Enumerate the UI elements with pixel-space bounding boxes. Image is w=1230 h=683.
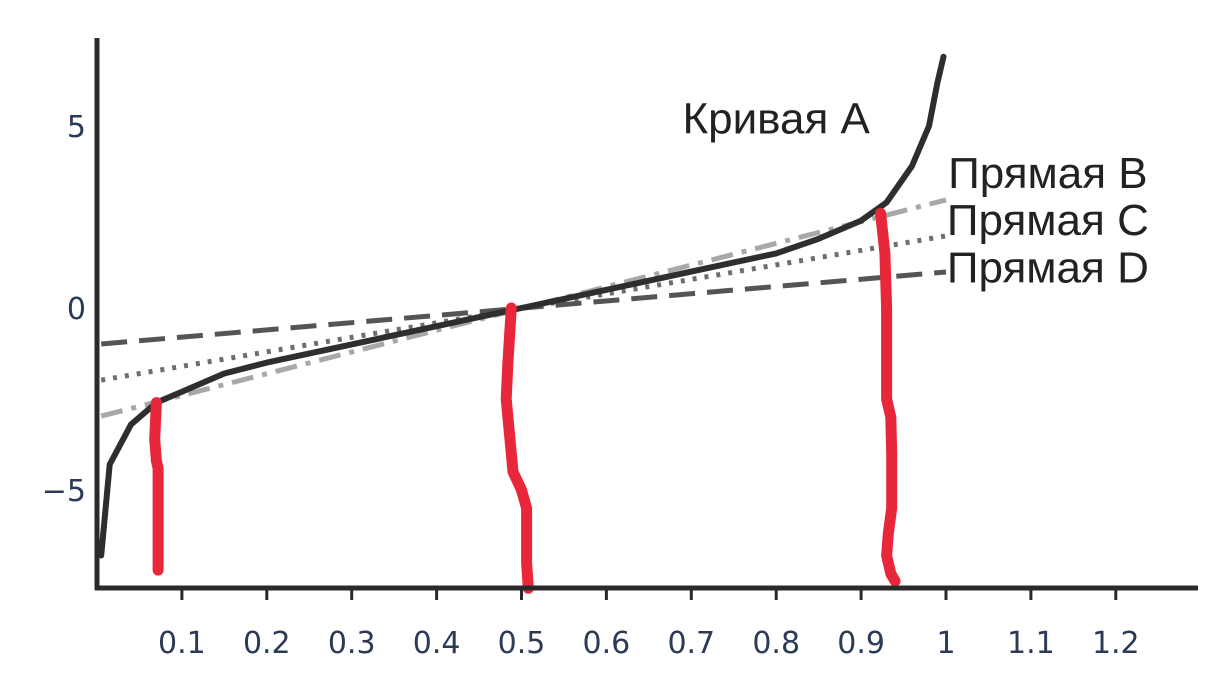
red-marker-2 (500, 302, 534, 594)
x-tick-label: 0.5 (498, 626, 546, 661)
axes (94, 38, 1198, 600)
red-marker-1 (149, 397, 164, 576)
y-tick-label: 0 (67, 292, 86, 327)
x-tick-label: 0.3 (328, 626, 376, 661)
x-tick-label: 0.4 (413, 626, 461, 661)
marker-layer (149, 207, 901, 594)
annotation-label: Прямая B (948, 149, 1148, 198)
x-tick-label: 1.2 (1092, 626, 1140, 661)
x-tick-label: 0.6 (583, 626, 631, 661)
x-tick-label: 1 (936, 626, 955, 661)
x-tick-label: 0.7 (667, 626, 715, 661)
annotation-label: Кривая A (682, 94, 870, 143)
red-marker-3 (875, 207, 901, 587)
x-tick-label: 0.2 (243, 626, 291, 661)
x-tick-label: 1.1 (1007, 626, 1055, 661)
x-tick-label: 0.9 (837, 626, 885, 661)
y-tick-label: −5 (42, 474, 86, 509)
annotation-label: Прямая D (947, 244, 1149, 293)
annotation-label: Прямая C (947, 196, 1149, 245)
y-tick-label: 5 (67, 110, 86, 145)
tick-labels: 0.1 0.2 0.3 0.4 0.5 0.6 0.7 0.8 0.9 1 1.1 1.2 5 0 −5 (42, 110, 1140, 661)
x-tick-label: 0.1 (158, 626, 206, 661)
x-tick-label: 0.8 (752, 626, 800, 661)
